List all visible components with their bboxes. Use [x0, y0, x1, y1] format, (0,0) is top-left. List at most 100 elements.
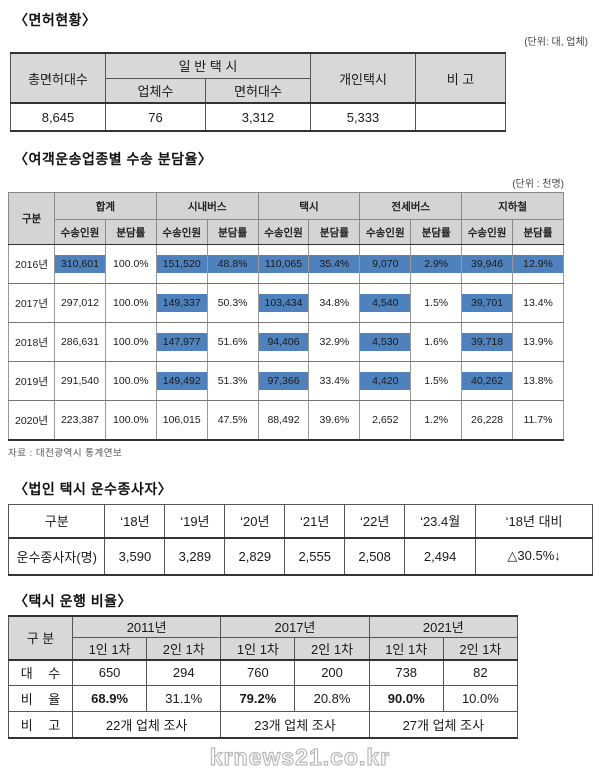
cell-year: 2016년 [8, 244, 55, 284]
row-label: 비 고 [8, 711, 73, 738]
subheader-share: 분담률 [308, 219, 361, 245]
cell-year: 2017년 [8, 283, 55, 323]
cell-value: 110,065 [258, 255, 309, 273]
cell-value: 760 [220, 659, 296, 686]
header-group-total: 합계 [54, 192, 157, 220]
drivers-table: 구분 ‘18년 ‘19년 ‘20년 ‘21년 ‘22년 ‘23.4월 ‘18년 … [7, 504, 593, 576]
cell-licenses: 3,312 [205, 102, 311, 132]
cell-value: 13.9% [523, 336, 553, 348]
table-row-2017: 2017년 297,012 100.0% 149,337 50.3% 103,4… [8, 283, 564, 323]
cell-value: 100.0% [113, 336, 149, 348]
cell-value: 100.0% [113, 375, 149, 387]
cell-value: 82 [442, 659, 519, 686]
cell-note [415, 102, 506, 132]
cell-value: 12.9% [513, 255, 563, 273]
table-row-2019: 2019년 291,540 100.0% 149,492 51.3% 97,36… [8, 361, 564, 401]
cell-value: 11.7% [523, 414, 553, 426]
cell-value: 40,262 [462, 372, 513, 390]
header-group-charterbus: 전세버스 [359, 192, 463, 220]
subheader-two-driver: 2인 1차 [442, 637, 519, 661]
header-group-taxi: 택시 [257, 192, 361, 220]
cell-year: 2020년 [8, 400, 55, 441]
header-category: 구 분 [8, 615, 73, 661]
cell-value: 1.6% [424, 336, 449, 348]
header-company-count: 업체수 [105, 77, 206, 104]
subheader-passengers: 수송인원 [54, 219, 106, 245]
cell-value: 149,492 [156, 372, 207, 390]
cell-value: 2,829 [224, 537, 286, 575]
header-year-2011: 2011년 [71, 615, 222, 638]
cell-value: 650 [71, 659, 148, 686]
table-row-note: 비 고 22개 업체 조사 23개 업체 조사 27개 업체 조사 [8, 711, 519, 738]
cell-value: 4,540 [360, 294, 411, 312]
license-table: 총면허대수 일 반 택 시 개인택시 비 고 업체수 면허대수 8,645 76… [10, 52, 506, 132]
header-general-taxi: 일 반 택 시 [105, 52, 311, 79]
subheader-one-driver: 1인 1차 [71, 637, 148, 661]
cell-value: 39,718 [462, 333, 513, 351]
table-row-ratio: 비 율 68.9% 31.1% 79.2% 20.8% 90.0% 10.0% [8, 685, 519, 712]
cell-value: 297,012 [60, 297, 99, 309]
subheader-passengers: 수송인원 [155, 219, 208, 245]
cell-value: 291,540 [60, 375, 99, 387]
cell-value: 33.4% [319, 375, 350, 387]
header-private-taxi: 개인택시 [310, 52, 416, 104]
cell-value: 2.9% [411, 255, 462, 273]
cell-value: 200 [294, 659, 370, 686]
cell-value: 2,508 [344, 537, 406, 575]
cell-value: 48.8% [207, 255, 258, 273]
cell-value: 13.8% [523, 375, 553, 387]
share-unit-note: (단위 : 천명) [512, 179, 564, 190]
license-unit-note: (단위: 대, 업체) [524, 37, 588, 48]
row-label: 대 수 [8, 659, 73, 686]
license-section: 〈면허현황〉 (단위: 대, 업체) 총면허대수 일 반 택 시 개인택시 비 … [0, 10, 600, 132]
header-year-20: ‘20년 [224, 504, 286, 539]
cell-value: 310,601 [55, 255, 105, 273]
header-year-18: ‘18년 [104, 504, 166, 539]
operation-table: 구 분 2011년 2017년 2021년 1인 1차 2인 1차 1인 1차 … [8, 614, 519, 739]
cell-year: 2018년 [8, 322, 55, 362]
cell-value: 2,652 [372, 414, 399, 426]
watermark: krnews21.co.kr [209, 743, 391, 770]
header-group-citybus: 시내버스 [155, 192, 259, 220]
table-row-count: 대 수 650 294 760 200 738 82 [8, 659, 519, 686]
cell-private: 5,333 [310, 102, 416, 132]
row-label: 운수종사자(명) [7, 537, 106, 575]
license-section-title: 〈면허현황〉 [14, 12, 97, 28]
table-row: 운수종사자(명) 3,590 3,289 2,829 2,555 2,508 2… [7, 537, 593, 575]
cell-survey-note: 27개 업체 조사 [368, 711, 519, 738]
cell-value: 26,228 [471, 414, 504, 426]
cell-value: 20.8% [294, 685, 370, 712]
subheader-passengers: 수송인원 [461, 219, 514, 245]
header-year-21: ‘21년 [284, 504, 346, 539]
subheader-share: 분담률 [410, 219, 463, 245]
drivers-section-title: 〈법인 택시 운수종사자〉 [14, 481, 173, 497]
share-table: 구분 합계 시내버스 택시 전세버스 지하철 수송인원 분담률 수송인원 분담률… [8, 192, 564, 441]
header-year-2021: 2021년 [368, 615, 519, 638]
cell-value: 1.5% [424, 297, 449, 309]
cell-value: 100.0% [113, 414, 149, 426]
subheader-two-driver: 2인 1차 [146, 637, 222, 661]
subheader-share: 분담률 [512, 219, 564, 245]
header-group-subway: 지하철 [461, 192, 564, 220]
table-row: 8,645 76 3,312 5,333 [10, 102, 506, 132]
cell-total: 8,645 [10, 102, 106, 132]
cell-value: 106,015 [162, 414, 201, 426]
share-section: 〈여객운송업종별 수송 분담율〉 (단위 : 천명) 구분 합계 시내버스 택시… [0, 149, 600, 459]
operation-section: 〈택시 운행 비율〉 구 분 2011년 2017년 2021년 1인 1차 2… [0, 591, 600, 739]
cell-value: 3,590 [104, 537, 166, 575]
header-note: 비 고 [415, 52, 506, 104]
cell-value: 47.5% [217, 414, 248, 426]
subheader-one-driver: 1인 1차 [220, 637, 296, 661]
cell-value: 50.3% [217, 297, 248, 309]
cell-survey-note: 22개 업체 조사 [71, 711, 222, 738]
header-category: 구분 [8, 192, 55, 245]
share-section-title: 〈여객운송업종별 수송 분담율〉 [14, 151, 213, 167]
cell-value: 151,520 [156, 255, 207, 273]
header-year-22: ‘22년 [344, 504, 406, 539]
cell-companies: 76 [105, 102, 206, 132]
cell-value: 97,366 [258, 372, 309, 390]
cell-value: 32.9% [319, 336, 350, 348]
header-year-19: ‘19년 [164, 504, 226, 539]
cell-value: 3,289 [164, 537, 226, 575]
cell-value: 31.1% [146, 685, 222, 712]
